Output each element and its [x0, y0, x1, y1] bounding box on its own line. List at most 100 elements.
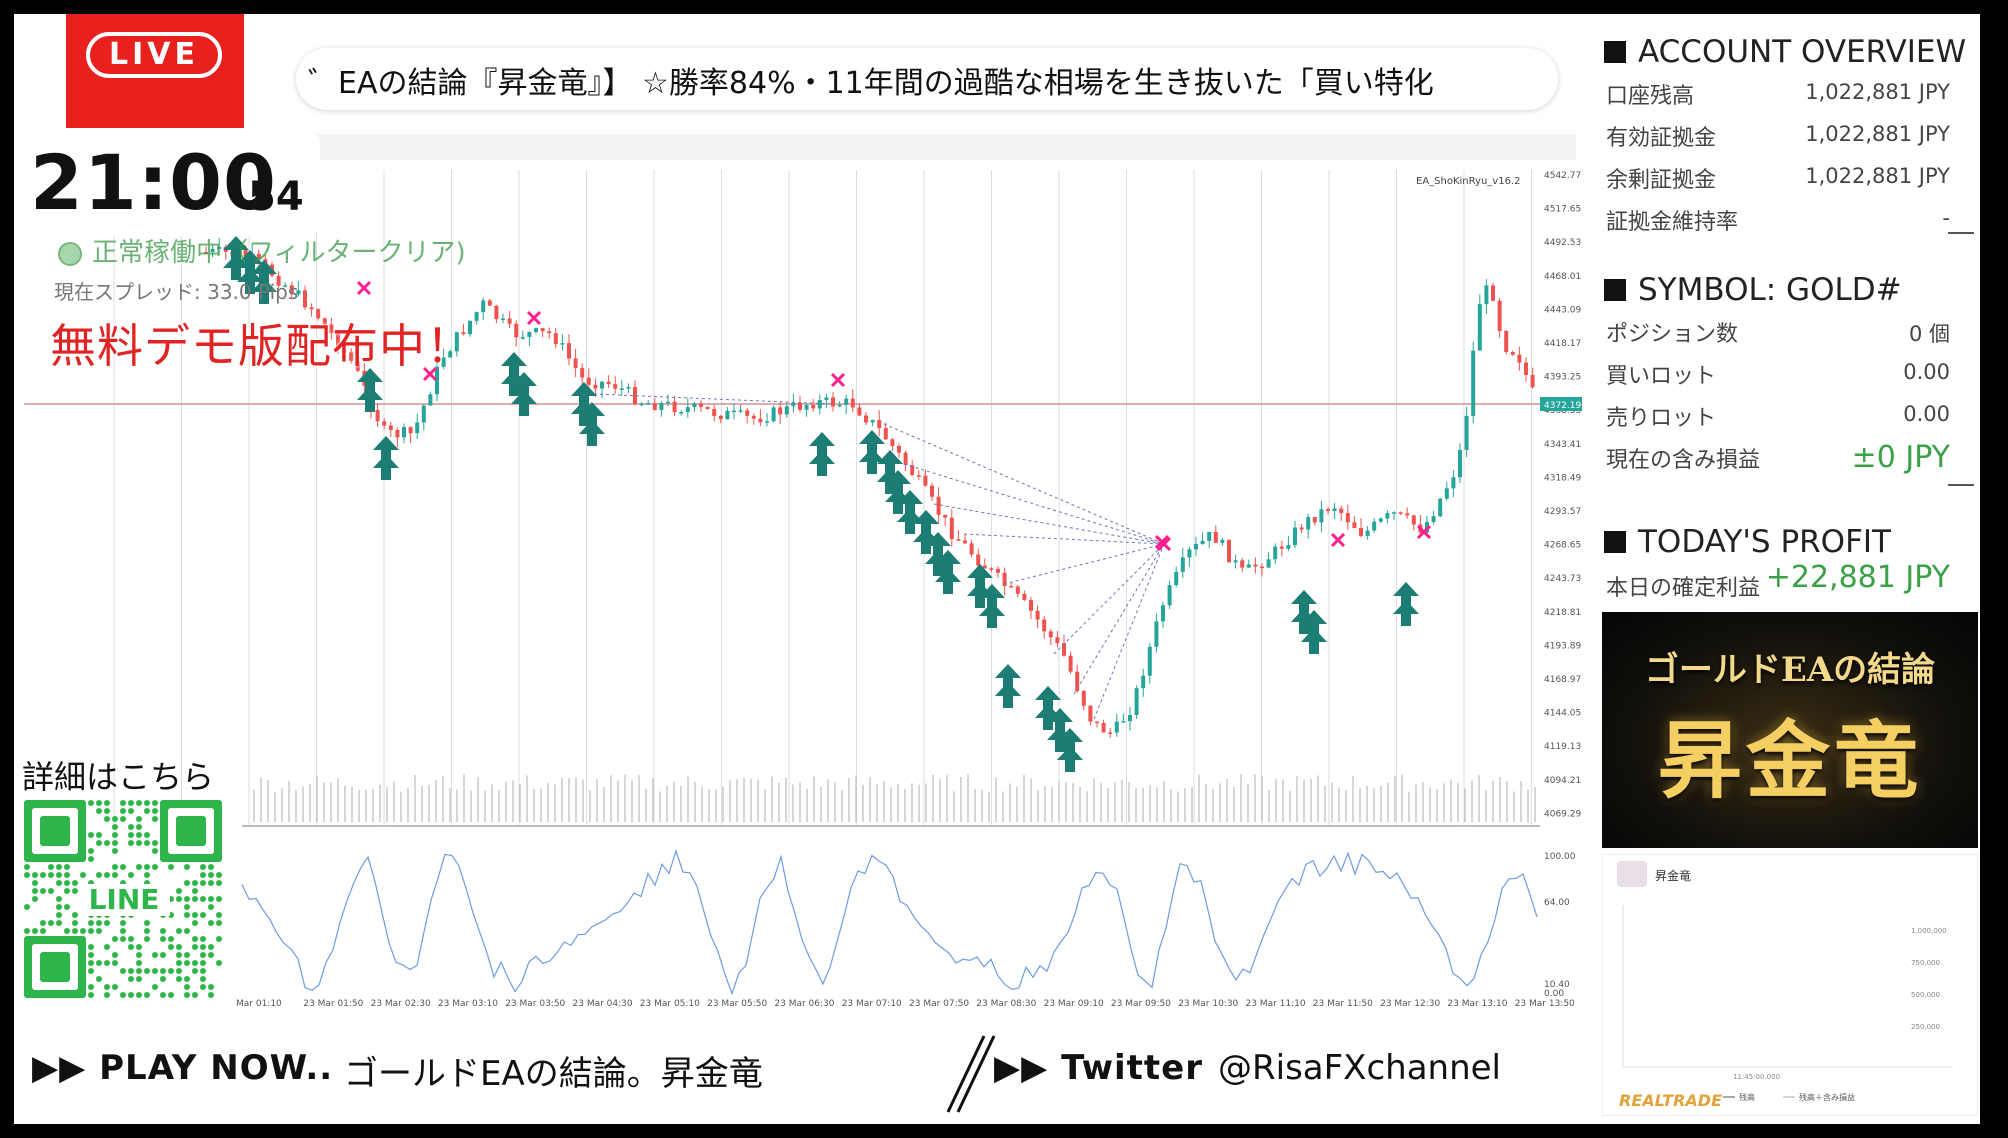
candle-body	[897, 446, 901, 453]
candle-body	[527, 332, 532, 338]
chart-canvas[interactable]: 4542.77 4517.65 4492.53 4468.01 4443.09 4418.…	[14, 134, 1586, 1010]
qr-module	[104, 840, 110, 846]
candle-body	[639, 403, 644, 406]
clock: 21:00 54	[16, 130, 320, 236]
qr-module	[200, 864, 206, 870]
price-tick-label: 4094.21	[1544, 776, 1581, 786]
price-tick-label: 4168.97	[1544, 675, 1581, 685]
candle-body	[963, 540, 967, 544]
positions-label: ポジション数	[1606, 322, 1739, 347]
qr-module	[88, 992, 94, 998]
buy-arrow-icon	[885, 470, 911, 514]
candle-body	[435, 366, 439, 395]
time-tick-label: 23 Mar 11:50	[1313, 999, 1373, 1009]
candle-body	[1451, 477, 1456, 489]
price-tick-label: 4218.81	[1544, 608, 1581, 618]
ticker-text: ゛EAの結論『昇金竜』】 ☆勝率84%・11年間の過酷な相場を生き抜いた「買い特…	[308, 66, 1434, 101]
qr-module	[144, 928, 150, 934]
candle-body	[1154, 621, 1159, 647]
candle-body	[507, 318, 512, 324]
qr-module	[64, 872, 70, 878]
candle-body	[883, 428, 888, 440]
trading-chart[interactable]: 4542.77 4517.65 4492.53 4468.01 4443.09 4418.…	[14, 134, 1586, 1010]
candle-body	[1372, 521, 1377, 531]
candle-body	[1306, 517, 1311, 530]
status-icon	[58, 241, 82, 266]
qr-module	[32, 880, 38, 886]
buy-lot-value: 0.00	[1903, 360, 1950, 384]
candle-body	[1359, 528, 1363, 537]
mini-chart-title: 昇金竜	[1655, 869, 1692, 883]
candle-body	[692, 403, 697, 408]
news-ticker: ゛EAの結論『昇金竜』】 ☆勝率84%・11年間の過酷な相場を生き抜いた「買い特…	[296, 48, 1558, 110]
qr-module	[112, 840, 118, 846]
qr-module	[32, 928, 38, 934]
price-tick-label: 4069.29	[1544, 809, 1581, 819]
qr-module	[88, 960, 94, 966]
candle-body	[547, 331, 552, 334]
qr-module	[88, 856, 94, 862]
qr-module	[40, 872, 46, 878]
qr-module	[96, 872, 102, 878]
candle-body	[1411, 515, 1416, 525]
balance-value: 1,022,881 JPY	[1805, 80, 1950, 104]
candle-body	[732, 410, 736, 413]
candle-body	[1141, 675, 1146, 689]
time-tick-label: Mar 01:10	[236, 999, 282, 1009]
time-tick-label: 23 Mar 03:10	[438, 999, 498, 1009]
time-tick-label: 23 Mar 09:10	[1044, 999, 1104, 1009]
buy-arrow-icon	[1057, 728, 1083, 772]
qr-module	[56, 904, 62, 910]
qr-module	[128, 872, 134, 878]
qr-module	[128, 992, 134, 998]
candle-body	[388, 425, 393, 431]
twitter-handle[interactable]: @RisaFXchannel	[1218, 1048, 1502, 1088]
candle-body	[652, 403, 657, 411]
candle-body	[758, 418, 763, 423]
qr-module	[144, 872, 150, 878]
margin-level-label: 証拠金維持率	[1606, 210, 1739, 235]
qr-module	[64, 888, 70, 894]
qr-module	[200, 880, 206, 886]
time-tick-label: 23 Mar 02:30	[371, 999, 431, 1009]
time-tick-label: 23 Mar 08:30	[976, 999, 1036, 1009]
qr-module	[24, 872, 30, 878]
qr-module	[216, 896, 222, 902]
qr-module	[72, 880, 78, 886]
qr-module	[112, 832, 118, 838]
qr-module	[128, 832, 134, 838]
qr-module	[152, 952, 158, 958]
time-tick-label: 23 Mar 10:30	[1178, 999, 1238, 1009]
candle-body	[395, 430, 400, 438]
square-bullet-icon	[1604, 531, 1626, 553]
candle-body	[930, 485, 934, 497]
candle-body	[666, 401, 670, 404]
qr-module	[24, 904, 30, 910]
qr-module	[208, 944, 214, 950]
candle-body	[870, 420, 875, 423]
time-tick-label: 23 Mar 13:50	[1515, 999, 1575, 1009]
candle-body	[619, 388, 624, 390]
close-x-icon	[356, 280, 372, 296]
buy-arrow-icon	[1393, 582, 1419, 626]
qr-module	[152, 840, 158, 846]
qr-module	[184, 864, 190, 870]
qr-module	[160, 936, 166, 942]
qr-module	[120, 968, 126, 974]
price-tick-label: 4418.17	[1544, 339, 1581, 349]
qr-module	[56, 880, 62, 886]
qr-module	[176, 960, 182, 966]
candle-body	[1444, 488, 1449, 499]
candle-body	[910, 465, 915, 476]
candle-body	[256, 253, 261, 260]
trade-link-line	[1073, 543, 1165, 695]
candle-body	[1121, 721, 1126, 723]
qr-module	[192, 896, 198, 902]
qr-module	[200, 976, 206, 982]
buy-arrow-icon	[223, 236, 249, 280]
qr-module	[88, 952, 94, 958]
line-qr-code[interactable]: LINE	[22, 798, 226, 1002]
qr-module	[40, 920, 46, 926]
product-banner[interactable]: ゴールドEAの結論 昇金竜	[1602, 612, 1978, 848]
candle-body	[969, 543, 974, 555]
